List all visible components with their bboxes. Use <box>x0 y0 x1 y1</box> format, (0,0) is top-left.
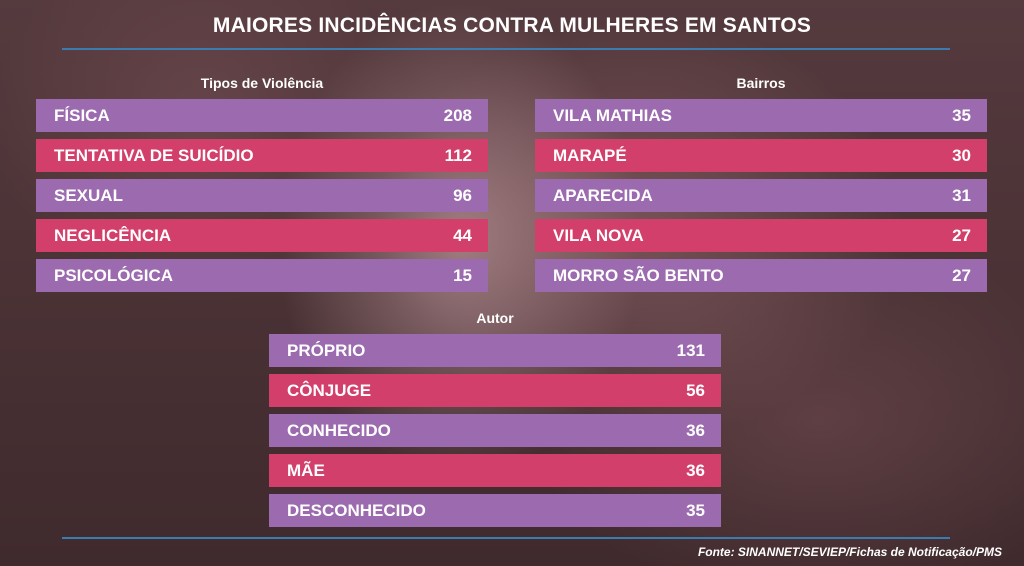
bar-row: VILA MATHIAS 35 <box>535 99 987 132</box>
bar-value: 35 <box>686 500 705 520</box>
chart-title: MAIORES INCIDÊNCIAS CONTRA MULHERES EM S… <box>212 14 812 37</box>
bar-label: SEXUAL <box>54 185 123 205</box>
section-title-bairros: Bairros <box>736 75 786 91</box>
bar-label: CÔNJUGE <box>287 380 372 400</box>
bar-row: APARECIDA 31 <box>535 179 987 212</box>
bar-row: MORRO SÃO BENTO 27 <box>535 259 987 292</box>
bar-value: 27 <box>952 225 971 245</box>
bar-value: 208 <box>443 105 472 125</box>
section-title-tipos-de-violencia: Tipos de Violência <box>200 75 324 91</box>
bar-row: PSICOLÓGICA 15 <box>36 259 488 292</box>
bar-value: 31 <box>952 185 971 205</box>
bar-row: MÃE 36 <box>269 454 721 487</box>
bar-row: TENTATIVA DE SUICÍDIO 112 <box>36 139 488 172</box>
top-divider <box>62 48 950 50</box>
bar-label: NEGLICÊNCIA <box>54 225 172 245</box>
bar-row: MARAPÉ 30 <box>535 139 987 172</box>
bar-value: 35 <box>952 105 971 125</box>
bar-label: PSICOLÓGICA <box>54 265 174 285</box>
bar-value: 96 <box>453 185 472 205</box>
bar-row: DESCONHECIDO 35 <box>269 494 721 527</box>
bar-row: FÍSICA 208 <box>36 99 488 132</box>
bar-label: MARAPÉ <box>553 145 627 165</box>
bar-value: 131 <box>676 340 705 360</box>
bar-row: CÔNJUGE 56 <box>269 374 721 407</box>
bar-row: PRÓPRIO 131 <box>269 334 721 367</box>
bar-label: APARECIDA <box>553 185 653 205</box>
bottom-divider <box>62 537 950 539</box>
bar-value: 15 <box>453 265 472 285</box>
bar-label: CONHECIDO <box>287 420 391 440</box>
bar-value: 36 <box>686 420 705 440</box>
bar-value: 27 <box>952 265 971 285</box>
bar-label: VILA NOVA <box>553 225 644 245</box>
bar-value: 30 <box>952 145 971 165</box>
bar-label: TENTATIVA DE SUICÍDIO <box>54 145 254 165</box>
bar-value: 112 <box>444 145 472 165</box>
bar-row: CONHECIDO 36 <box>269 414 721 447</box>
bar-row: SEXUAL 96 <box>36 179 488 212</box>
bar-row: VILA NOVA 27 <box>535 219 987 252</box>
bar-label: DESCONHECIDO <box>287 500 426 520</box>
source-note: Fonte: SINANNET/SEVIEP/Fichas de Notific… <box>697 545 1002 559</box>
bar-value: 36 <box>686 460 705 480</box>
bar-label: VILA MATHIAS <box>553 105 672 125</box>
bar-label: FÍSICA <box>54 105 110 125</box>
bar-label: MÃE <box>287 460 325 480</box>
section-title-autor: Autor <box>476 310 514 326</box>
bar-label: PRÓPRIO <box>287 340 366 360</box>
bar-label: MORRO SÃO BENTO <box>553 265 724 285</box>
bar-value: 56 <box>686 380 705 400</box>
bar-value: 44 <box>453 225 472 245</box>
bar-row: NEGLICÊNCIA 44 <box>36 219 488 252</box>
